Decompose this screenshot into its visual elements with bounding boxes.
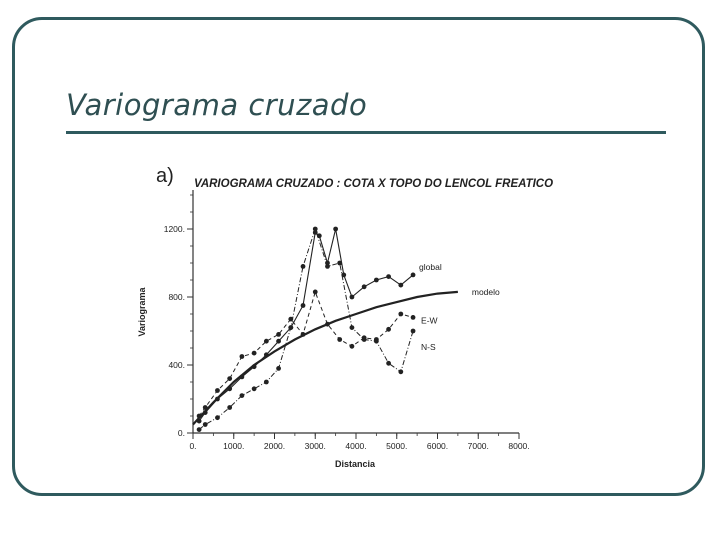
data-point-e-w	[251, 350, 257, 356]
data-point-global	[373, 277, 379, 283]
data-point-global	[349, 294, 355, 300]
data-point-global	[333, 226, 339, 232]
data-point-global	[361, 284, 367, 290]
panel-label: a)	[156, 165, 174, 187]
data-point-global	[410, 272, 416, 278]
data-point-n-s	[312, 226, 318, 232]
data-point-n-s	[373, 338, 379, 344]
data-point-e-w	[239, 354, 245, 359]
x-tick-label: 1000.	[223, 441, 244, 451]
series-line-modelo	[192, 290, 458, 426]
data-point-n-s	[398, 369, 404, 375]
data-point-n-s	[337, 260, 343, 266]
x-axis-label: Distancia	[335, 459, 376, 469]
data-point-e-w	[215, 388, 220, 393]
x-tick-label: 0.	[189, 441, 196, 451]
series-label-e-w: E-W	[421, 315, 438, 325]
series-line-global	[198, 228, 414, 422]
data-point-n-s	[263, 379, 269, 385]
data-point-n-s	[349, 325, 355, 330]
series-label-modelo: modelo	[472, 287, 500, 297]
data-point-e-w	[227, 376, 233, 381]
data-point-global	[386, 274, 391, 279]
chart-svg: a) VARIOGRAMA CRUZADO : COTA X TOPO DO L…	[137, 165, 553, 469]
data-point-global	[300, 303, 306, 308]
data-point-n-s	[325, 264, 330, 269]
data-point-global	[276, 338, 281, 344]
data-point-n-s	[239, 393, 245, 398]
y-tick-label: 400.	[168, 360, 185, 370]
series-line-n-s	[198, 227, 414, 430]
data-point-n-s	[410, 328, 416, 334]
data-point-n-s	[202, 422, 208, 427]
data-point-global	[398, 282, 404, 288]
series-line-e-w	[198, 290, 414, 417]
chart-title: VARIOGRAMA CRUZADO : COTA X TOPO DO LENC…	[194, 178, 553, 190]
x-tick-label: 7000.	[468, 441, 489, 451]
x-tick-label: 2000.	[264, 441, 285, 451]
slide-frame	[12, 17, 705, 496]
x-tick-label: 4000.	[345, 441, 366, 451]
data-point-n-s	[215, 415, 220, 421]
x-tick-label: 6000.	[427, 441, 448, 451]
data-point-n-s	[196, 427, 202, 432]
y-tick-label: 1200.	[164, 224, 185, 234]
data-point-n-s	[227, 405, 233, 410]
title-underline	[66, 131, 666, 134]
plot-area: 0. 400. 800. 1200. 0. 1000. 2000. 3000. 4000. 500…	[164, 190, 530, 451]
data-point-e-w	[398, 311, 404, 317]
series-label-global: global	[419, 262, 442, 272]
data-point-n-s	[251, 386, 257, 392]
data-point-n-s	[300, 264, 306, 269]
data-point-e-w	[276, 332, 281, 337]
y-axis-label: Variograma	[137, 286, 147, 336]
data-point-e-w	[349, 343, 355, 349]
data-point-n-s	[288, 325, 294, 330]
data-point-e-w	[312, 289, 318, 295]
data-point-e-w	[410, 315, 416, 320]
series-label-n-s: N-S	[421, 342, 436, 352]
y-tick-label: 800.	[168, 292, 185, 302]
slide-title: Variograma cruzado	[66, 88, 368, 122]
data-point-e-w	[263, 338, 269, 344]
data-point-e-w	[386, 326, 391, 332]
variogram-chart: a) VARIOGRAMA CRUZADO : COTA X TOPO DO L…	[130, 150, 600, 480]
x-tick-label: 5000.	[386, 441, 407, 451]
data-point-n-s	[276, 366, 281, 371]
data-point-n-s	[361, 337, 367, 342]
data-point-n-s	[386, 360, 391, 366]
x-tick-label: 3000.	[305, 441, 326, 451]
data-point-e-w	[337, 337, 343, 342]
x-tick-label: 8000.	[508, 441, 529, 451]
y-tick-label: 0.	[178, 428, 185, 438]
